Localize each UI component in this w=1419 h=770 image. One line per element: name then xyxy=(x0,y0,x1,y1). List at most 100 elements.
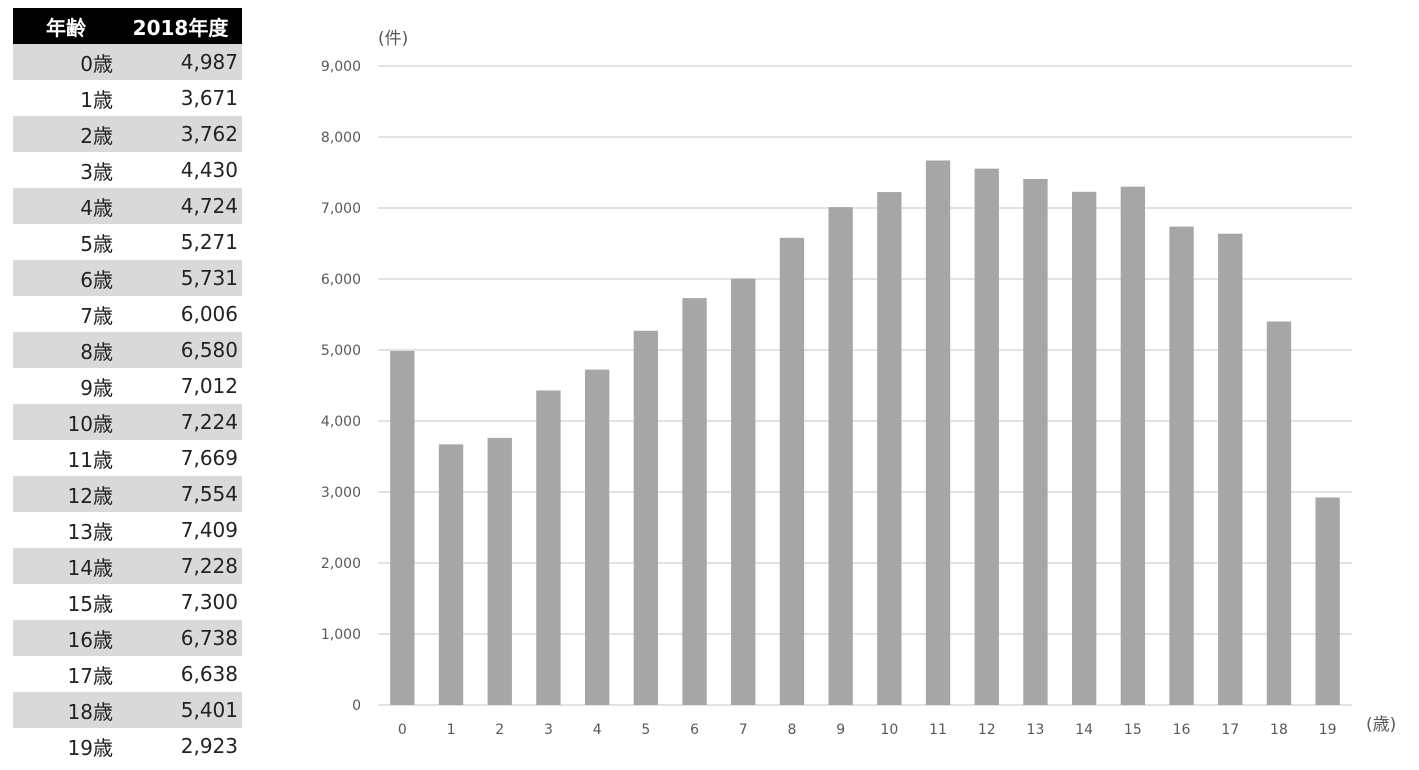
bar xyxy=(779,237,805,705)
bar xyxy=(1023,178,1048,705)
bar xyxy=(974,168,999,705)
table-row: 4歳 4,724 xyxy=(13,188,242,224)
y-tick-label: 0 xyxy=(352,698,361,714)
bar xyxy=(438,444,464,705)
x-tick-labels: 0 1 2 3 4 5 6 7 8 9 10 11 12 13 14 15 16 17 18 19 xyxy=(398,722,1337,738)
bar xyxy=(877,192,902,705)
cell-count: 7,409 xyxy=(180,518,238,542)
bar xyxy=(682,298,707,705)
bar-chart: 0 1,000 2,000 3,000 4,000 5,000 6,000 7,000 8,00… xyxy=(321,29,1396,738)
table-row: 5歳 5,271 xyxy=(13,224,242,260)
grid-lines xyxy=(378,65,1352,706)
bar xyxy=(925,160,951,706)
y-tick-label: 8,000 xyxy=(321,130,361,146)
x-tick-label: 4 xyxy=(593,722,602,738)
table-row: 0歳 4,987 xyxy=(13,44,242,80)
cell-age: 5歳 xyxy=(80,231,113,256)
x-tick-label: 12 xyxy=(978,722,996,738)
cell-age: 15歳 xyxy=(67,591,113,616)
cell-count: 7,300 xyxy=(180,590,238,614)
cell-count: 7,228 xyxy=(119,548,242,584)
cell-age: 4歳 xyxy=(13,188,119,224)
cell-count: 3,671 xyxy=(180,86,238,110)
bars xyxy=(390,160,1340,706)
bar xyxy=(487,437,512,705)
x-tick-label: 14 xyxy=(1075,722,1093,738)
x-tick-label: 10 xyxy=(880,722,898,738)
cell-age: 13歳 xyxy=(67,519,113,544)
table-row: 14歳 7,228 xyxy=(13,548,242,584)
bar xyxy=(1120,186,1146,705)
cell-count: 4,724 xyxy=(119,188,242,224)
cell-count: 5,271 xyxy=(180,230,238,254)
y-tick-label: 3,000 xyxy=(321,485,361,501)
cell-age: 16歳 xyxy=(13,620,119,656)
cell-age: 19歳 xyxy=(67,735,113,760)
x-tick-label: 19 xyxy=(1319,722,1337,738)
x-tick-label: 11 xyxy=(929,722,947,738)
x-tick-label: 15 xyxy=(1124,722,1142,738)
y-tick-label: 7,000 xyxy=(321,201,361,217)
y-tick-label: 4,000 xyxy=(321,414,361,430)
cell-count: 7,012 xyxy=(180,374,238,398)
table-row: 7歳 6,006 xyxy=(13,296,242,332)
cell-age: 9歳 xyxy=(80,375,113,400)
y-axis-label: (件) xyxy=(378,29,408,49)
x-tick-label: 1 xyxy=(447,722,456,738)
table-row: 12歳 7,554 xyxy=(13,476,242,512)
cell-count: 4,987 xyxy=(119,44,242,80)
y-tick-labels: 0 1,000 2,000 3,000 4,000 5,000 6,000 7,000 8,00… xyxy=(321,59,361,714)
cell-count: 2,923 xyxy=(180,734,238,758)
cell-count: 6,738 xyxy=(119,620,242,656)
cell-count: 3,762 xyxy=(119,116,242,152)
cell-age: 7歳 xyxy=(80,303,113,328)
cell-count: 5,401 xyxy=(119,692,242,728)
table-body: 0歳 4,987 1歳 3,671 2歳 3,762 3歳 4,430 4歳 4,724 5歳 5,2… xyxy=(13,44,242,764)
bar xyxy=(1218,233,1243,705)
bar xyxy=(1071,191,1097,705)
cell-count: 7,224 xyxy=(119,404,242,440)
cell-count: 6,638 xyxy=(180,662,238,686)
table-row: 3歳 4,430 xyxy=(13,152,242,188)
cell-count: 4,430 xyxy=(180,158,238,182)
cell-age: 1歳 xyxy=(80,87,113,112)
table-row: 2歳 3,762 xyxy=(13,116,242,152)
x-tick-label: 18 xyxy=(1270,722,1288,738)
x-axis-label: (歳) xyxy=(1366,715,1396,735)
cell-count: 5,731 xyxy=(119,260,242,296)
cell-count: 7,554 xyxy=(119,476,242,512)
y-tick-label: 1,000 xyxy=(321,627,361,643)
table-row: 18歳 5,401 xyxy=(13,692,242,728)
y-tick-label: 6,000 xyxy=(321,272,361,288)
header-age: 年齢 xyxy=(13,8,119,44)
cell-age: 10歳 xyxy=(13,404,119,440)
table-row: 1歳 3,671 xyxy=(13,80,242,116)
table-row: 8歳 6,580 xyxy=(13,332,242,368)
x-tick-label: 13 xyxy=(1027,722,1045,738)
table-row: 10歳 7,224 xyxy=(13,404,242,440)
bar xyxy=(731,278,756,705)
cell-count: 6,006 xyxy=(180,302,238,326)
cell-age: 2歳 xyxy=(13,116,119,152)
x-tick-label: 8 xyxy=(787,722,796,738)
table-row: 11歳 7,669 xyxy=(13,440,242,476)
y-tick-label: 9,000 xyxy=(321,59,361,75)
bar xyxy=(536,390,561,705)
x-tick-label: 9 xyxy=(836,722,845,738)
y-tick-label: 2,000 xyxy=(321,556,361,572)
data-table: 年齢 2018年度 0歳 4,987 1歳 3,671 2歳 3,762 3歳 4,430 4歳… xyxy=(13,8,242,764)
cell-age: 17歳 xyxy=(67,663,113,688)
cell-age: 18歳 xyxy=(13,692,119,728)
cell-age: 0歳 xyxy=(13,44,119,80)
x-tick-label: 16 xyxy=(1173,722,1191,738)
bar xyxy=(584,369,610,705)
x-tick-label: 2 xyxy=(495,722,504,738)
y-tick-label: 5,000 xyxy=(321,343,361,359)
cell-count: 7,669 xyxy=(180,446,238,470)
cell-count: 6,580 xyxy=(119,332,242,368)
bar xyxy=(828,207,853,705)
cell-age: 14歳 xyxy=(13,548,119,584)
cell-age: 8歳 xyxy=(13,332,119,368)
x-tick-label: 17 xyxy=(1221,722,1239,738)
table-row: 16歳 6,738 xyxy=(13,620,242,656)
